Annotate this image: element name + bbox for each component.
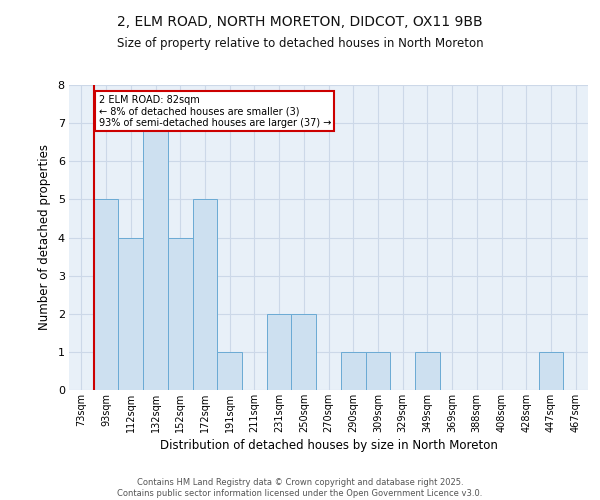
Bar	[118, 238, 143, 390]
Bar	[94, 200, 118, 390]
Bar	[341, 352, 365, 390]
Text: Size of property relative to detached houses in North Moreton: Size of property relative to detached ho…	[116, 38, 484, 51]
Bar	[267, 314, 292, 390]
Bar	[415, 352, 440, 390]
Y-axis label: Number of detached properties: Number of detached properties	[38, 144, 51, 330]
Bar	[217, 352, 242, 390]
Bar	[193, 200, 217, 390]
Text: 2, ELM ROAD, NORTH MORETON, DIDCOT, OX11 9BB: 2, ELM ROAD, NORTH MORETON, DIDCOT, OX11…	[117, 15, 483, 29]
Text: Contains HM Land Registry data © Crown copyright and database right 2025.
Contai: Contains HM Land Registry data © Crown c…	[118, 478, 482, 498]
X-axis label: Distribution of detached houses by size in North Moreton: Distribution of detached houses by size …	[160, 439, 497, 452]
Bar	[292, 314, 316, 390]
Bar	[168, 238, 193, 390]
Text: 2 ELM ROAD: 82sqm
← 8% of detached houses are smaller (3)
93% of semi-detached h: 2 ELM ROAD: 82sqm ← 8% of detached house…	[98, 94, 331, 128]
Bar	[539, 352, 563, 390]
Bar	[143, 123, 168, 390]
Bar	[365, 352, 390, 390]
